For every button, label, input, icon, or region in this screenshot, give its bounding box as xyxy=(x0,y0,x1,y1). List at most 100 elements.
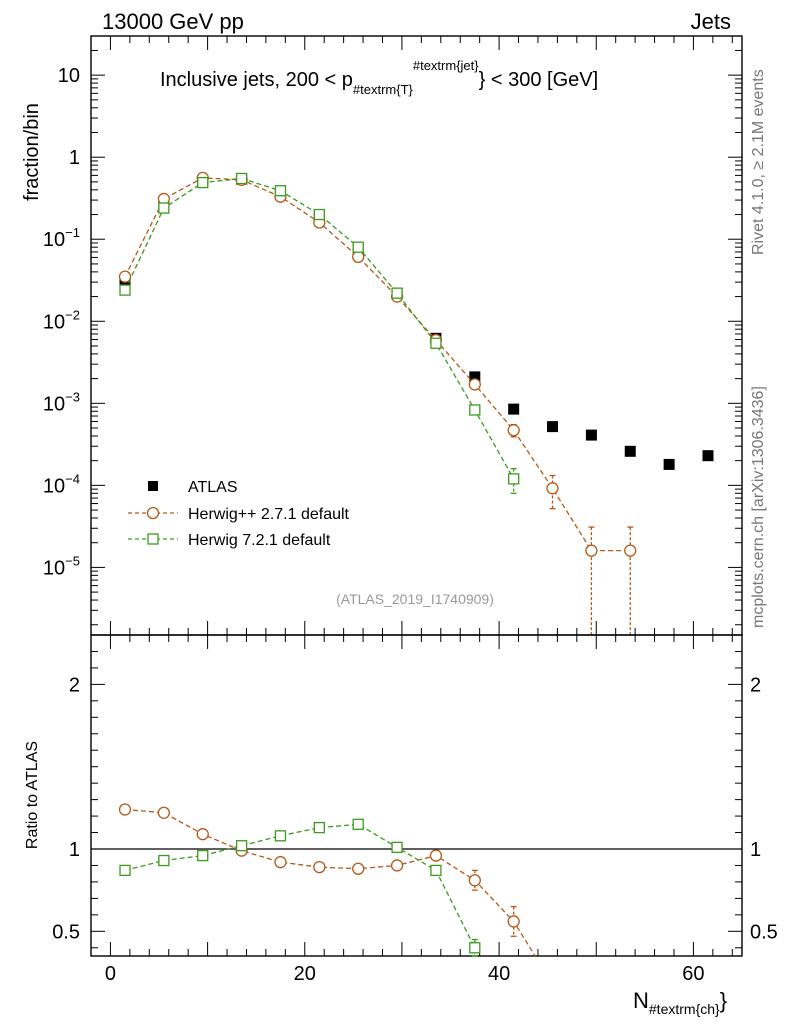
ratio-point xyxy=(274,830,287,842)
ratio-point xyxy=(274,856,287,869)
ratio-point xyxy=(119,864,131,877)
data-point xyxy=(274,185,287,197)
data-point xyxy=(585,544,598,557)
data-point xyxy=(624,445,636,457)
x-axis-label-main: N xyxy=(633,988,649,1013)
legend-marker-herwig7 xyxy=(147,533,159,545)
legend-label-herwigpp: Herwig++ 2.7.1 default xyxy=(188,506,350,523)
main-panel: 10 1 10−1 10−2 10−3 10−4 10−5 Inclusive jets, … xyxy=(21,35,743,636)
data-point xyxy=(235,172,248,185)
legend-entry-atlas: ATLAS xyxy=(148,479,238,496)
ratio-point xyxy=(507,915,520,928)
main-y-tick-label: 10−2 xyxy=(43,307,80,333)
title-subscript: #textrm{T} xyxy=(353,82,414,97)
ratio-point xyxy=(235,840,248,852)
main-y-axis-label: fraction/bin xyxy=(21,103,43,201)
ratio-y-tick-label: 1 xyxy=(69,839,80,861)
x-tick-label: 60 xyxy=(682,963,704,985)
main-y-tick-label: 10−5 xyxy=(43,553,80,579)
main-y-tick-label: 10 xyxy=(58,65,80,87)
ratio-point xyxy=(429,849,443,862)
data-point xyxy=(158,202,170,214)
title-suffix: } < 300 [GeV] xyxy=(479,69,599,91)
main-y-tick-label: 10−4 xyxy=(43,471,80,497)
ratio-point xyxy=(390,859,404,872)
data-point xyxy=(585,429,597,441)
x-axis-label-subscript: #textrm{ch} xyxy=(649,1001,720,1017)
rivet-label: Rivet 4.1.0, ≥ 2.1M events xyxy=(750,69,767,255)
x-tick-label: 20 xyxy=(294,963,316,985)
title-superscript: #textrm{jet} xyxy=(413,58,479,73)
data-point xyxy=(430,337,442,349)
x-axis-label-close: } xyxy=(720,988,727,1013)
ratio-point xyxy=(313,860,326,874)
data-point xyxy=(391,287,403,299)
data-point xyxy=(624,544,637,557)
ratio-point xyxy=(391,841,403,854)
header-left-label: 13000 GeV pp xyxy=(102,9,244,34)
ratio-series-line xyxy=(124,808,536,957)
ratio-panel: 0.5 0.5 1 1 2 2 0 20 40 60 Ratio to ATLAS N#text… xyxy=(24,634,778,1017)
title-prefix: Inclusive jets, 200 < p xyxy=(160,69,353,91)
mcplots-label: mcplots.cern.ch [arXiv:1306.3436] xyxy=(750,386,767,628)
ratio-point xyxy=(313,821,325,834)
legend-marker-atlas xyxy=(148,481,158,491)
ratio-y-axis: 0.5 0.5 1 1 2 2 xyxy=(52,634,778,949)
ratio-point xyxy=(430,864,442,877)
x-tick-label: 40 xyxy=(488,963,510,985)
ratio-y-tick-label: 2 xyxy=(69,674,80,696)
data-point xyxy=(352,250,365,263)
legend: ATLAS Herwig++ 2.7.1 default Herwig 7.2.… xyxy=(128,479,350,549)
data-point xyxy=(313,208,325,221)
ratio-y-tick-label-right: 2 xyxy=(750,674,761,696)
data-point xyxy=(507,424,520,437)
analysis-id-label: (ATLAS_2019_I1740909) xyxy=(336,591,494,607)
legend-entry-herwig7: Herwig 7.2.1 default xyxy=(128,532,331,549)
data-point xyxy=(352,241,364,253)
x-tick-label: 0 xyxy=(105,963,116,985)
legend-label-atlas: ATLAS xyxy=(188,479,238,496)
ratio-y-tick-label-right: 0.5 xyxy=(750,921,778,943)
ratio-series-line xyxy=(124,823,476,949)
ratio-point xyxy=(157,806,171,819)
ratio-point xyxy=(469,942,481,954)
ratio-point xyxy=(197,849,209,862)
chart-title: Inclusive jets, 200 < p#textrm{T} #textrm… xyxy=(160,58,598,97)
series-line xyxy=(124,177,631,552)
main-series-group xyxy=(118,171,714,636)
series-line xyxy=(124,177,515,480)
data-point xyxy=(546,482,559,495)
main-x-ticks xyxy=(109,36,733,635)
data-point xyxy=(118,270,132,283)
data-point xyxy=(119,284,131,296)
ratio-point xyxy=(352,862,365,875)
data-point xyxy=(508,473,520,485)
data-point xyxy=(663,458,675,470)
data-point xyxy=(702,450,714,462)
data-point xyxy=(469,371,481,383)
data-point xyxy=(547,421,559,433)
ratio-frame xyxy=(90,634,743,957)
x-axis-label: N#textrm{ch}} xyxy=(633,988,727,1017)
ratio-y-tick-label-right: 1 xyxy=(750,839,761,861)
header-right-label: Jets xyxy=(691,9,731,34)
data-point xyxy=(197,176,209,189)
ratio-y-axis-label: Ratio to ATLAS xyxy=(24,741,41,849)
main-y-tick-label: 10−1 xyxy=(43,225,80,251)
main-y-axis: 10 1 10−1 10−2 10−3 10−4 10−5 xyxy=(43,35,742,626)
legend-label-herwig7: Herwig 7.2.1 default xyxy=(188,532,331,549)
ratio-series-group xyxy=(118,803,536,957)
legend-marker-herwigpp xyxy=(146,506,160,520)
data-point xyxy=(468,378,481,391)
data-point xyxy=(469,404,481,416)
data-point xyxy=(508,403,520,415)
ratio-point xyxy=(196,828,209,841)
main-y-tick-label: 1 xyxy=(69,147,80,169)
ratio-point xyxy=(352,818,364,830)
ratio-y-tick-label: 0.5 xyxy=(52,921,80,943)
legend-entry-herwigpp: Herwig++ 2.7.1 default xyxy=(128,506,350,523)
x-axis: 0 20 40 60 xyxy=(105,635,733,985)
ratio-point xyxy=(158,854,170,867)
ratio-point xyxy=(468,874,481,887)
